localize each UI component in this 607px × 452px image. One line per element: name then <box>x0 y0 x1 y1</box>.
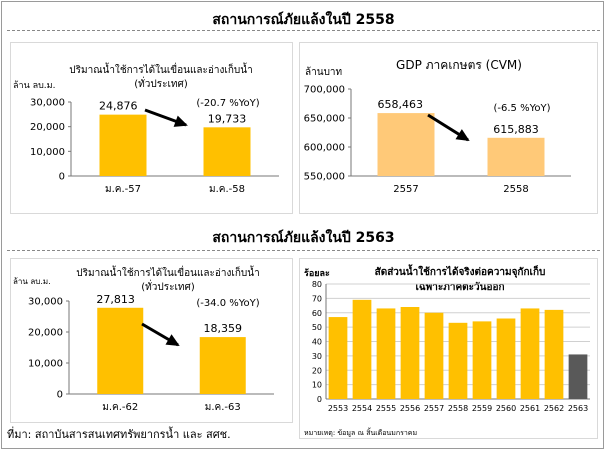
y-tick-label: 20,000 <box>30 122 65 133</box>
value-label: 615,883 <box>493 123 539 136</box>
chart-subtitle: เฉพาะภาคตะวันออก <box>415 281 504 293</box>
y-tick-label: 50 <box>312 323 322 332</box>
x-tick-label: 2555 <box>376 404 396 413</box>
yoy-annotation: (-34.0 %YoY) <box>196 298 259 309</box>
y-tick-label: 80 <box>312 280 322 289</box>
bar-ม.ค.-62 <box>97 307 144 394</box>
yoy-annotation: (-20.7 %YoY) <box>196 98 259 109</box>
bar-2556 <box>400 307 420 399</box>
y-axis-unit-label: ล้าน ลบ.ม. <box>13 277 51 286</box>
bar-2557 <box>424 312 444 399</box>
x-tick-label: 2561 <box>520 404 540 413</box>
bar-2555 <box>376 308 396 399</box>
value-label: 27,813 <box>96 293 135 306</box>
x-tick-label: ม.ค.-58 <box>209 184 245 195</box>
y-tick-label: 600,000 <box>304 143 345 154</box>
section-title-2563: สถานการณ์ภัยแล้งในปี 2563 <box>212 230 395 246</box>
chart-note: หมายเหตุ: ข้อมูล ณ สิ้นเดือนมกราคม <box>304 426 417 437</box>
yoy-annotation: (-6.5 %YoY) <box>493 103 550 114</box>
y-tick-label: 700,000 <box>304 85 345 96</box>
y-tick-label: 10 <box>312 381 322 390</box>
y-tick-label: 650,000 <box>304 114 345 125</box>
value-label: 24,876 <box>99 100 138 113</box>
chart-subtitle: (ทั่วประเทศ) <box>141 279 195 293</box>
trend-arrow-head <box>165 334 180 347</box>
x-tick-label: 2558 <box>448 404 468 413</box>
source-note: ที่มา: สถาบันสารสนเทศทรัพยากรน้ำ และ สศช… <box>7 428 231 441</box>
east-water-ratio-chart: สัดส่วนน้ำใช้การได้จริงต่อความจุกักเก็บเ… <box>304 264 590 437</box>
agri-gdp-chart: GDP ภาคเกษตร (CVM) ล้านบาท 550,000 600,000 6… <box>304 58 571 195</box>
x-tick-label: 2558 <box>503 184 528 195</box>
water-volume-2563-panel: ปริมาณน้ำใช้การได้ในเขื่อนและอ่างเก็บน้ำ… <box>10 258 293 423</box>
bar-2561 <box>520 308 540 399</box>
x-tick-label: 2563 <box>568 404 588 413</box>
x-tick-label: ม.ค.-57 <box>105 184 141 195</box>
y-tick-label: 40 <box>312 338 322 347</box>
y-tick-label: 550,000 <box>304 172 345 183</box>
y-axis-unit-label: ล้าน ลบ.ม. <box>13 80 55 91</box>
bar-2563 <box>568 354 588 399</box>
y-tick-label: 0 <box>317 395 322 404</box>
x-tick-label: 2557 <box>393 184 418 195</box>
chart-title: สัดส่วนน้ำใช้การได้จริงต่อความจุกักเก็บ <box>375 264 546 278</box>
x-tick-label: 2554 <box>352 404 372 413</box>
value-label: 658,463 <box>378 98 424 111</box>
y-tick-label: 0 <box>57 390 63 401</box>
value-label: 19,733 <box>208 112 247 125</box>
x-tick-label: 2553 <box>328 404 348 413</box>
x-tick-label: 2560 <box>496 404 516 413</box>
y-tick-label: 30,000 <box>28 297 63 308</box>
bar-2562 <box>544 309 564 399</box>
y-tick-label: 20 <box>312 366 322 375</box>
chart-title: ปริมาณน้ำใช้การได้ในเขื่อนและอ่างเก็บน้ำ <box>76 265 259 279</box>
y-tick-label: 60 <box>312 309 322 318</box>
y-tick-label: 30 <box>312 352 322 361</box>
y-axis-unit-label: ร้อยละ <box>304 268 330 279</box>
x-tick-label: 2557 <box>424 404 444 413</box>
east-water-ratio-panel: สัดส่วนน้ำใช้การได้จริงต่อความจุกักเก็บเ… <box>299 258 598 439</box>
water-volume-2558-panel: ปริมาณน้ำใช้การได้ในเขื่อนและอ่างเก็บน้ำ… <box>10 42 293 214</box>
bar-ม.ค.-58 <box>203 127 251 176</box>
y-tick-label: 10,000 <box>28 359 63 370</box>
y-tick-label: 0 <box>59 172 65 183</box>
value-label: 18,359 <box>204 322 243 335</box>
section-title-2558: สถานการณ์ภัยแล้งในปี 2558 <box>212 12 395 28</box>
bar-2558 <box>487 137 545 176</box>
bar-2559 <box>472 321 492 399</box>
section-divider <box>7 250 600 251</box>
bar-2553 <box>328 317 348 399</box>
bar-ม.ค.-57 <box>99 114 147 176</box>
chart-title: ปริมาณน้ำใช้การได้ในเขื่อนและอ่างเก็บน้ำ <box>69 62 252 76</box>
y-tick-label: 30,000 <box>30 98 65 109</box>
y-tick-label: 10,000 <box>30 147 65 158</box>
water-volume-2558-chart: ปริมาณน้ำใช้การได้ในเขื่อนและอ่างเก็บน้ำ… <box>13 62 279 195</box>
y-tick-label: 70 <box>312 294 322 303</box>
chart-subtitle: (ทั่วประเทศ) <box>134 76 188 90</box>
y-axis-unit-label: ล้านบาท <box>305 66 342 78</box>
x-tick-label: 2556 <box>400 404 420 413</box>
bar-2557 <box>377 113 435 176</box>
bar-2560 <box>496 318 516 399</box>
y-tick-label: 20,000 <box>28 328 63 339</box>
x-tick-label: 2559 <box>472 404 492 413</box>
trend-arrow-head <box>455 129 470 142</box>
trend-arrow-head <box>173 115 188 127</box>
section-divider <box>7 30 600 31</box>
x-tick-label: 2562 <box>544 404 564 413</box>
x-tick-label: ม.ค.-63 <box>205 402 241 413</box>
chart-title: GDP ภาคเกษตร (CVM) <box>396 58 522 72</box>
bar-2558 <box>448 322 468 399</box>
bar-ม.ค.-63 <box>199 337 246 394</box>
bar-2554 <box>352 299 372 399</box>
x-tick-label: ม.ค.-62 <box>102 402 138 413</box>
water-volume-2563-chart: ปริมาณน้ำใช้การได้ในเขื่อนและอ่างเก็บน้ำ… <box>13 265 274 413</box>
agri-gdp-panel: GDP ภาคเกษตร (CVM) ล้านบาท 550,000 600,000 6… <box>299 42 598 214</box>
